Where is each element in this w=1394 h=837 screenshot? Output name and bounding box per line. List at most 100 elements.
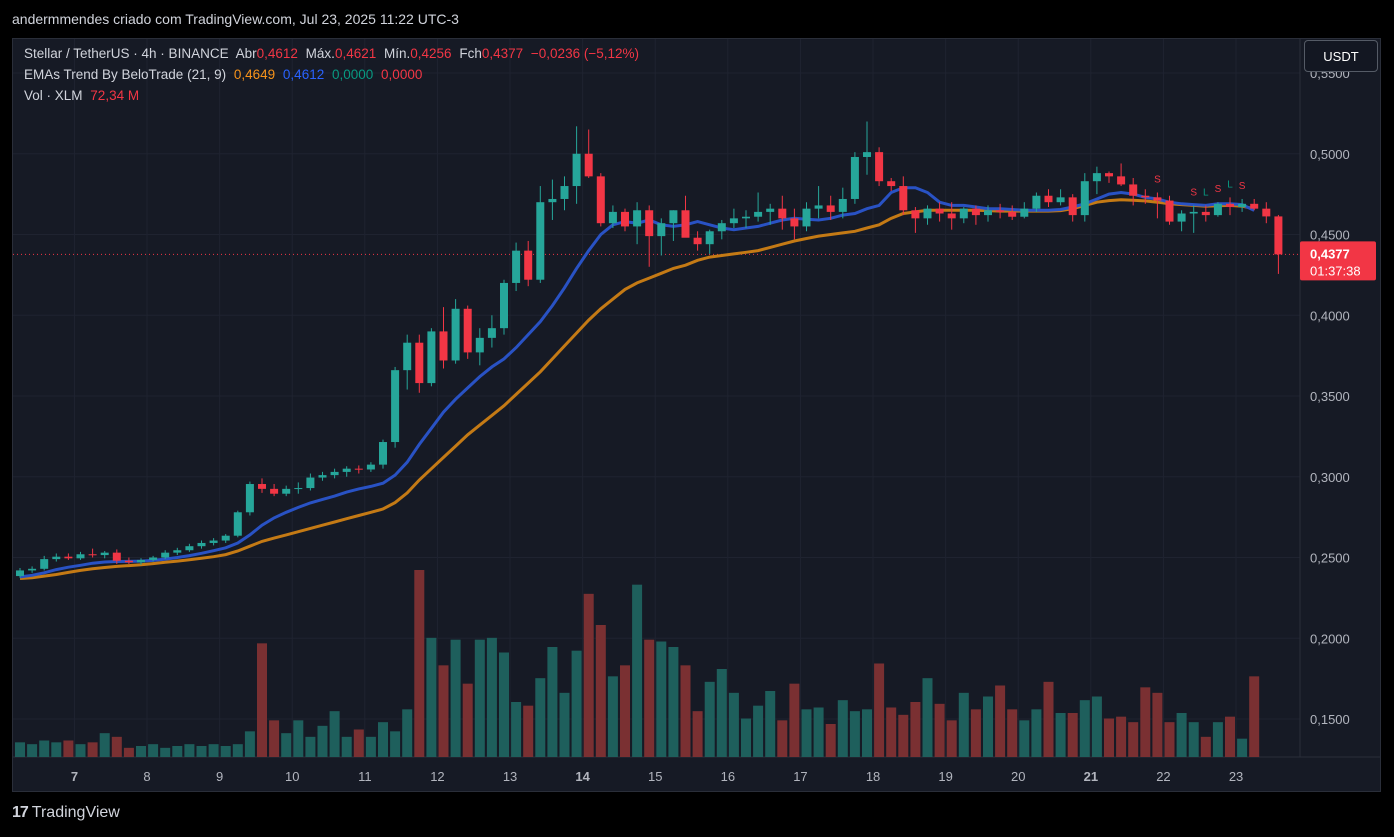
candle-body [947,213,956,219]
volume-bar [353,729,364,757]
x-axis-tick-label: 7 [71,769,78,784]
candle-body [1080,181,1089,216]
volume-bar [1176,713,1187,757]
x-axis-tick-label: 16 [721,769,735,784]
volume-bar [765,691,776,757]
candle-body [1213,203,1222,216]
volume-bar [462,683,473,757]
volume-bar [15,742,25,757]
candle-body [76,554,85,559]
candle-body [294,488,303,490]
chart-panel[interactable] [12,38,1381,792]
candle-body [1056,197,1065,203]
candle-body [1262,208,1271,217]
high-value: 0,4621 [334,46,377,61]
volume-bar [390,731,401,757]
symbol-title[interactable]: Stellar / TetherUS · 4h · BINANCE [24,46,229,61]
candle-body [1117,176,1126,185]
signal-marker: S [1239,181,1246,192]
volume-bar [1007,709,1018,757]
candle-body [209,540,218,543]
volume-bar [111,736,122,757]
volume-bar [1031,709,1042,757]
candle-body [1177,213,1186,222]
volume-bar [1188,722,1199,757]
volume-bar [607,676,618,757]
signal-marker: L [1227,179,1233,190]
volume-bar [27,744,38,757]
candle-body [766,208,775,212]
candle-body [245,484,254,513]
candle-body [645,210,654,237]
candle-body [1020,208,1029,217]
x-axis-tick-label: 17 [793,769,807,784]
volume-bar [1079,700,1090,757]
volume-bar [341,736,352,757]
volume-bar [801,709,812,757]
candle-body [996,210,1005,212]
brand-name: TradingView [31,804,120,821]
candle-body [705,231,714,245]
x-axis-tick-label: 19 [938,769,952,784]
candle-body [826,205,835,212]
y-axis-tick-label: 0,1500 [1310,712,1350,727]
currency-button[interactable]: USDT [1304,40,1378,72]
volume-bar [123,747,134,757]
candle-body [1226,203,1234,208]
candle-body [1153,197,1162,201]
footer-branding: 17 TradingView [12,804,120,822]
candle-body [899,186,908,211]
volume-bar [547,647,558,757]
candle-body [717,223,726,232]
volume-bar [293,720,304,757]
volume-bar [656,641,667,757]
volume-bar [1212,722,1223,757]
volume-bar [426,637,437,757]
volume-bar [87,742,98,757]
volume-bar [716,669,727,757]
candle-body [838,198,847,212]
volume-bar [63,740,74,757]
y-axis-tick-label: 0,4500 [1310,228,1350,243]
volume-bar [644,639,655,757]
candle-body [282,488,291,494]
candle-body [778,208,787,219]
signal-marker: S [1215,184,1222,195]
price-tag-background [1300,241,1376,281]
volume-bar [1043,681,1054,757]
x-axis-tick-label: 13 [503,769,517,784]
volume-bar [172,746,183,757]
volume-indicator-name[interactable]: Vol · XLM [24,88,83,103]
candle-body [354,468,363,470]
open-label: Abr [235,46,257,61]
candle-body [512,250,521,283]
candle-body [814,205,823,209]
volume-bar [257,643,267,757]
x-axis-tick-label: 21 [1084,769,1098,784]
volume-bar [583,593,594,757]
volume-bar [378,722,388,757]
volume-bar [499,652,509,757]
volume-bar [595,625,606,757]
ema-indicator-name[interactable]: EMAs Trend By BeloTrade (21, 9) [24,67,227,82]
volume-bar [1067,713,1078,757]
volume-bar [862,709,872,757]
volume-bar [620,665,630,757]
volume-bar [51,742,62,757]
x-axis-tick-label: 20 [1011,769,1025,784]
volume-bar [825,724,836,757]
volume-bar [1152,692,1163,757]
candle-body [391,370,400,443]
candle-body [379,442,387,465]
candle-body [1141,195,1150,198]
candle-body [500,282,508,329]
volume-bar [898,714,909,757]
candle-body [258,484,266,489]
candle-body [487,328,496,338]
ema-slow-line [19,198,1255,580]
volume-bar [1164,722,1175,757]
low-value: 0,4256 [410,46,452,61]
candle-body [173,550,182,553]
candle-body [1238,203,1247,208]
